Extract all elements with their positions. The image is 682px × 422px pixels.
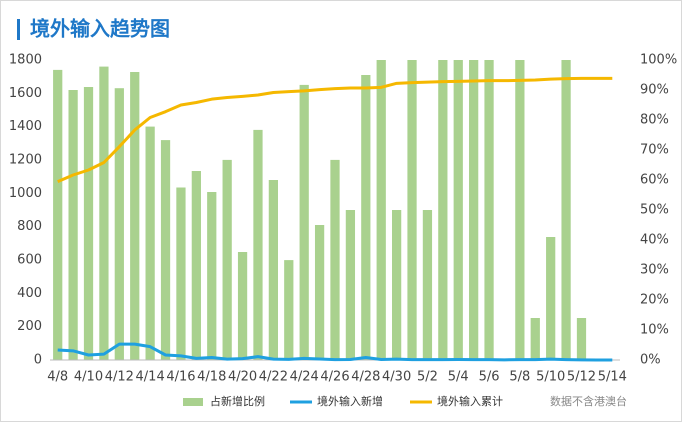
bar (345, 210, 356, 360)
x-tick-label: 4/22 (259, 370, 288, 385)
bar (484, 60, 494, 360)
x-tick-label: 5/8 (509, 370, 530, 385)
title-marker (17, 19, 20, 40)
bar (83, 87, 94, 360)
bar (222, 159, 232, 360)
line (57, 342, 613, 362)
bar (145, 126, 155, 360)
y-tick-label: 1400 (9, 119, 42, 134)
x-tick-label: 5/14 (598, 370, 627, 385)
y-tick-label: 400 (17, 286, 42, 301)
bar (376, 60, 386, 360)
x-tick-label: 5/6 (479, 370, 500, 385)
y2-tick-label: 90% (640, 83, 669, 98)
y2-tick-label: 50% (640, 203, 669, 218)
x-tick-label: 4/10 (74, 370, 103, 385)
line (57, 76, 613, 184)
legend-label: 境外输入新增 (317, 394, 383, 408)
y2-tick-label: 20% (640, 293, 669, 308)
x-tick-label: 4/30 (382, 370, 411, 385)
bar (546, 237, 556, 360)
bar (469, 60, 479, 360)
bar (361, 75, 371, 360)
bar (99, 66, 109, 360)
legend-label: 占新增比例 (210, 394, 265, 408)
y2-tick-label: 80% (640, 113, 669, 128)
bar (68, 90, 78, 360)
x-tick-label: 4/18 (197, 370, 226, 385)
bar (114, 88, 124, 360)
x-tick-label: 4/26 (320, 370, 349, 385)
x-tick-label: 4/8 (47, 370, 68, 385)
bar (284, 260, 294, 360)
bar (438, 60, 448, 360)
bar (576, 318, 587, 360)
bar (53, 69, 63, 361)
legend-label: 境外输入累计 (437, 394, 503, 408)
bar (130, 72, 140, 360)
bar (314, 225, 325, 360)
x-tick-label: 4/14 (136, 370, 165, 385)
bar (160, 140, 171, 360)
x-tick-label: 4/16 (166, 370, 195, 385)
bar (299, 84, 309, 361)
y-tick-label: 1000 (9, 186, 42, 201)
note: 数据不含港澳台 (550, 394, 627, 408)
bar (530, 318, 540, 360)
x-tick-label: 5/12 (567, 370, 596, 385)
y-tick-label: 200 (17, 319, 42, 334)
bar (392, 210, 402, 360)
bar (453, 60, 463, 360)
bar (237, 252, 248, 360)
y2-tick-label: 40% (640, 233, 669, 248)
y2-tick-label: 60% (640, 173, 669, 188)
y-tick-label: 0 (34, 353, 42, 368)
x-tick-label: 5/4 (448, 370, 469, 385)
y2-tick-label: 100% (640, 53, 677, 68)
bar (561, 60, 571, 360)
y2-tick-label: 30% (640, 263, 669, 278)
y-tick-label: 1600 (9, 86, 42, 101)
y-tick-label: 1200 (9, 153, 42, 168)
bar (515, 60, 525, 360)
x-tick-label: 4/12 (105, 370, 134, 385)
bar (191, 171, 201, 360)
x-tick-label: 5/2 (417, 370, 438, 385)
y-tick-label: 800 (17, 219, 42, 234)
y2-tick-label: 0% (640, 353, 661, 368)
bar (330, 159, 340, 360)
legend-swatch (183, 398, 203, 406)
x-tick-label: 4/28 (351, 370, 380, 385)
y-tick-label: 1800 (9, 53, 42, 68)
bar (207, 192, 217, 360)
bar (176, 187, 186, 360)
bar (407, 60, 417, 360)
bar (268, 180, 278, 360)
y2-tick-label: 70% (640, 143, 669, 158)
bar (422, 210, 433, 360)
x-tick-label: 5/10 (536, 370, 565, 385)
x-tick-label: 4/20 (228, 370, 257, 385)
x-tick-label: 4/24 (290, 370, 319, 385)
chart-title: 境外输入趋势图 (30, 17, 170, 41)
y2-tick-label: 10% (640, 323, 669, 338)
y-tick-label: 600 (17, 253, 42, 268)
bar (253, 129, 263, 360)
